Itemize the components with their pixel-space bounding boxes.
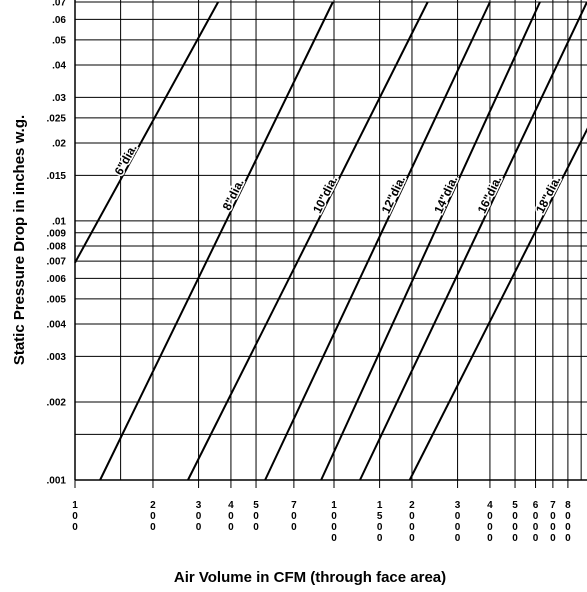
series-line [359,1,587,481]
y-tick-label: .001 [47,476,67,487]
x-tick-label: 5000 [512,500,518,544]
y-tick-label: .02 [52,139,66,150]
series-line [74,1,220,264]
series-label: 12"dia. [379,174,409,216]
y-tick-label: .06 [52,15,66,26]
y-tick-label: .003 [47,352,67,363]
series-line [408,127,587,481]
series-line [320,1,541,481]
x-tick-label: 200 [150,500,156,533]
y-tick-label: .05 [52,35,66,46]
y-tick-label: .01 [52,217,66,228]
x-tick-label: 4000 [487,500,493,544]
y-tick-label: .005 [47,295,67,306]
series-label: 16"dia. [475,174,505,216]
x-tick-label: 400 [228,500,234,533]
x-tick-label: 1500 [376,500,383,544]
y-tick-label: .009 [47,228,67,239]
y-tick-label: .04 [52,61,66,72]
x-tick-label: 2000 [409,500,415,544]
x-tick-label: 700 [291,500,297,533]
x-tick-label: 6000 [532,500,539,544]
y-tick-label: .004 [47,320,67,331]
y-tick-label: .07 [52,0,66,9]
x-tick-label: 7000 [550,500,556,544]
x-tick-label: 100 [72,500,78,533]
x-tick-label: 1000 [331,500,337,544]
series-label: 14"dia. [431,174,460,216]
x-tick-label: 300 [195,500,202,533]
y-tick-label: .008 [47,242,67,253]
series-line [187,1,429,481]
y-axis-title: Static Pressure Drop in inches w.g. [11,115,28,365]
y-tick-label: .002 [47,398,67,409]
y-tick-label: .025 [47,113,67,124]
x-tick-label: 500 [253,500,259,533]
y-tick-label: .007 [47,257,67,268]
series-label: 8"dia. [220,177,247,213]
y-tick-label: .015 [47,171,67,182]
y-tick-label: .03 [52,93,66,104]
x-axis-title: Air Volume in CFM (through face area) [174,569,446,586]
x-tick-label: 3000 [454,500,461,544]
series-label: 18"dia. [533,174,563,216]
series-label: 10"dia. [310,174,340,216]
series-line [264,1,491,481]
y-tick-label: .006 [47,274,67,285]
series-line [99,1,334,481]
series-label: 6"dia. [112,142,140,178]
x-tick-label: 8000 [565,500,571,544]
